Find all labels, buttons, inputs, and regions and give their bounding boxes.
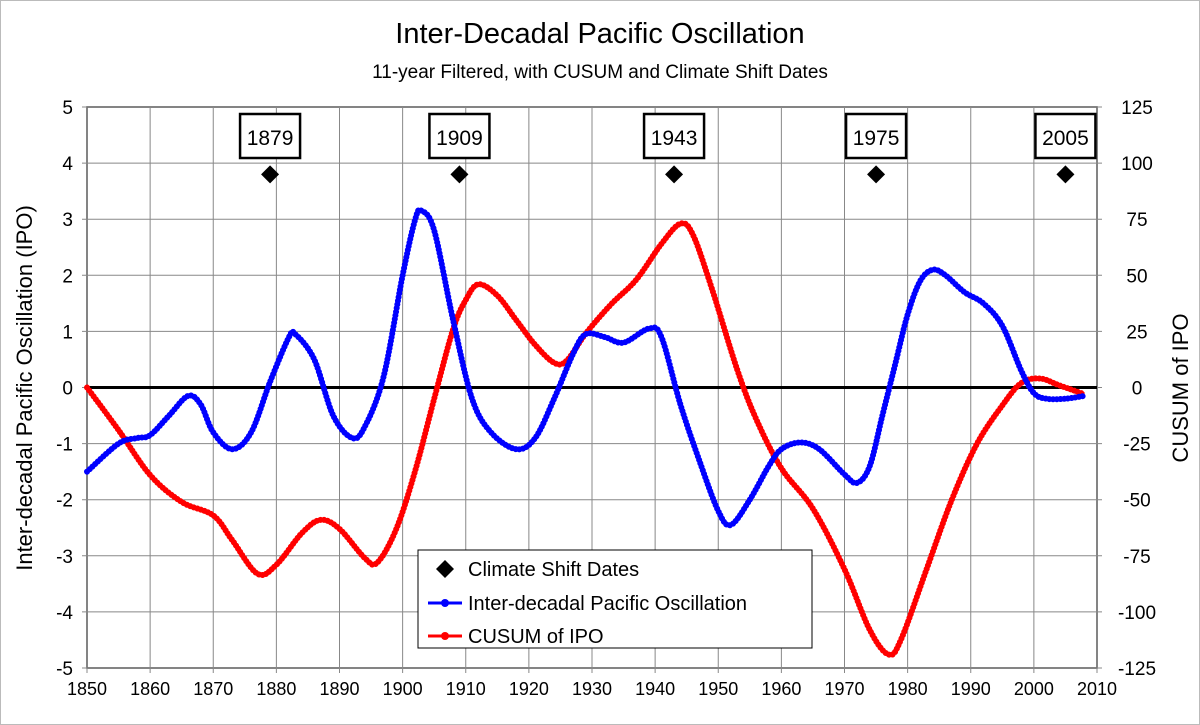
chart-title: Inter-Decadal Pacific Oscillation (395, 18, 804, 50)
y2-tick-label: -25 (1123, 435, 1150, 456)
y2-tick-label: -100 (1118, 603, 1156, 624)
x-tick-label: 2000 (1014, 679, 1054, 699)
x-tick-label: 1930 (572, 679, 612, 699)
y-tick-label: -1 (56, 435, 73, 456)
shift-label-box (238, 112, 302, 160)
y-tick-label: 4 (62, 154, 73, 175)
legend-diamond-icon (436, 560, 454, 578)
y-tick-label: -4 (56, 603, 73, 624)
chart-subtitle: 11-year Filtered, with CUSUM and Climate… (372, 62, 828, 83)
shift-label-box (428, 112, 491, 160)
x-tick-label: 1920 (509, 679, 549, 699)
y2-tick-label: 100 (1121, 154, 1153, 175)
shift-label-box (642, 112, 706, 160)
y2-tick-label: 75 (1126, 210, 1147, 231)
x-tick-label: 1910 (446, 679, 486, 699)
x-tick-label: 1940 (635, 679, 675, 699)
x-tick-label: 1900 (383, 679, 423, 699)
y-tick-label: -3 (56, 547, 73, 568)
y-tick-label: -5 (56, 659, 73, 680)
shift-label: 1879 (247, 127, 294, 150)
legend-item-cusum: CUSUM of IPO (468, 626, 604, 648)
y2-axis-label: CUSUM of IPO (1168, 313, 1193, 462)
x-tick-label: 1870 (193, 679, 233, 699)
x-tick-label: 1950 (698, 679, 738, 699)
y2-tick-label: -75 (1123, 547, 1150, 568)
y-tick-label: 5 (62, 98, 73, 119)
y-tick-label: 0 (62, 379, 73, 400)
legend-item-ipo: Inter-decadal Pacific Oscillation (468, 593, 747, 615)
legend-ipo-marker (441, 599, 449, 607)
x-tick-label: 1960 (761, 679, 801, 699)
shift-diamond (867, 165, 886, 184)
y-tick-label: 2 (62, 266, 73, 287)
shift-label: 1975 (853, 127, 900, 150)
y2-tick-label: 25 (1126, 322, 1147, 343)
shift-diamond (665, 165, 684, 184)
shift-diamond (450, 165, 469, 184)
axes: 1850 1860 1870 1880 1890 1900 1910 1920 1930 1940… (56, 98, 1156, 699)
y-tick-label: 1 (62, 322, 73, 343)
shift-label-box (1034, 112, 1097, 160)
x-tick-label: 1890 (319, 679, 359, 699)
legend-box (417, 549, 813, 649)
x-tick-label: 1970 (824, 679, 864, 699)
y-axis-label: Inter-decadal Pacific Oscillation (IPO) (12, 205, 37, 571)
y2-tick-label: 50 (1126, 266, 1147, 287)
legend-cusum-marker (441, 632, 449, 640)
series-layer (84, 206, 1088, 658)
y2-tick-label: -125 (1118, 659, 1156, 680)
x-tick-label: 2010 (1077, 679, 1117, 699)
y-tick-label: 3 (62, 210, 73, 231)
y2-tick-label: 125 (1121, 98, 1153, 119)
shift-label: 1909 (436, 127, 483, 150)
ipo-line-core (85, 208, 1085, 528)
shift-label-box (844, 112, 908, 160)
legend-item-shift: Climate Shift Dates (468, 559, 639, 581)
y2-tick-label: -50 (1123, 491, 1150, 512)
climate-shift-layer: 1879 1909 1943 1975 2005 (238, 112, 1097, 184)
y-tick-label: -2 (56, 491, 73, 512)
shift-label: 1943 (651, 127, 698, 150)
shift-diamond (261, 165, 280, 184)
legend: Climate Shift Dates Inter-decadal Pacifi… (417, 549, 813, 649)
shift-label: 2005 (1042, 127, 1089, 150)
y2-tick-label: 0 (1132, 379, 1143, 400)
x-tick-label: 1990 (951, 679, 991, 699)
x-tick-label: 1850 (67, 679, 107, 699)
shift-diamond (1056, 165, 1075, 184)
x-tick-label: 1980 (888, 679, 928, 699)
x-tick-label: 1880 (256, 679, 296, 699)
x-tick-label: 1860 (130, 679, 170, 699)
